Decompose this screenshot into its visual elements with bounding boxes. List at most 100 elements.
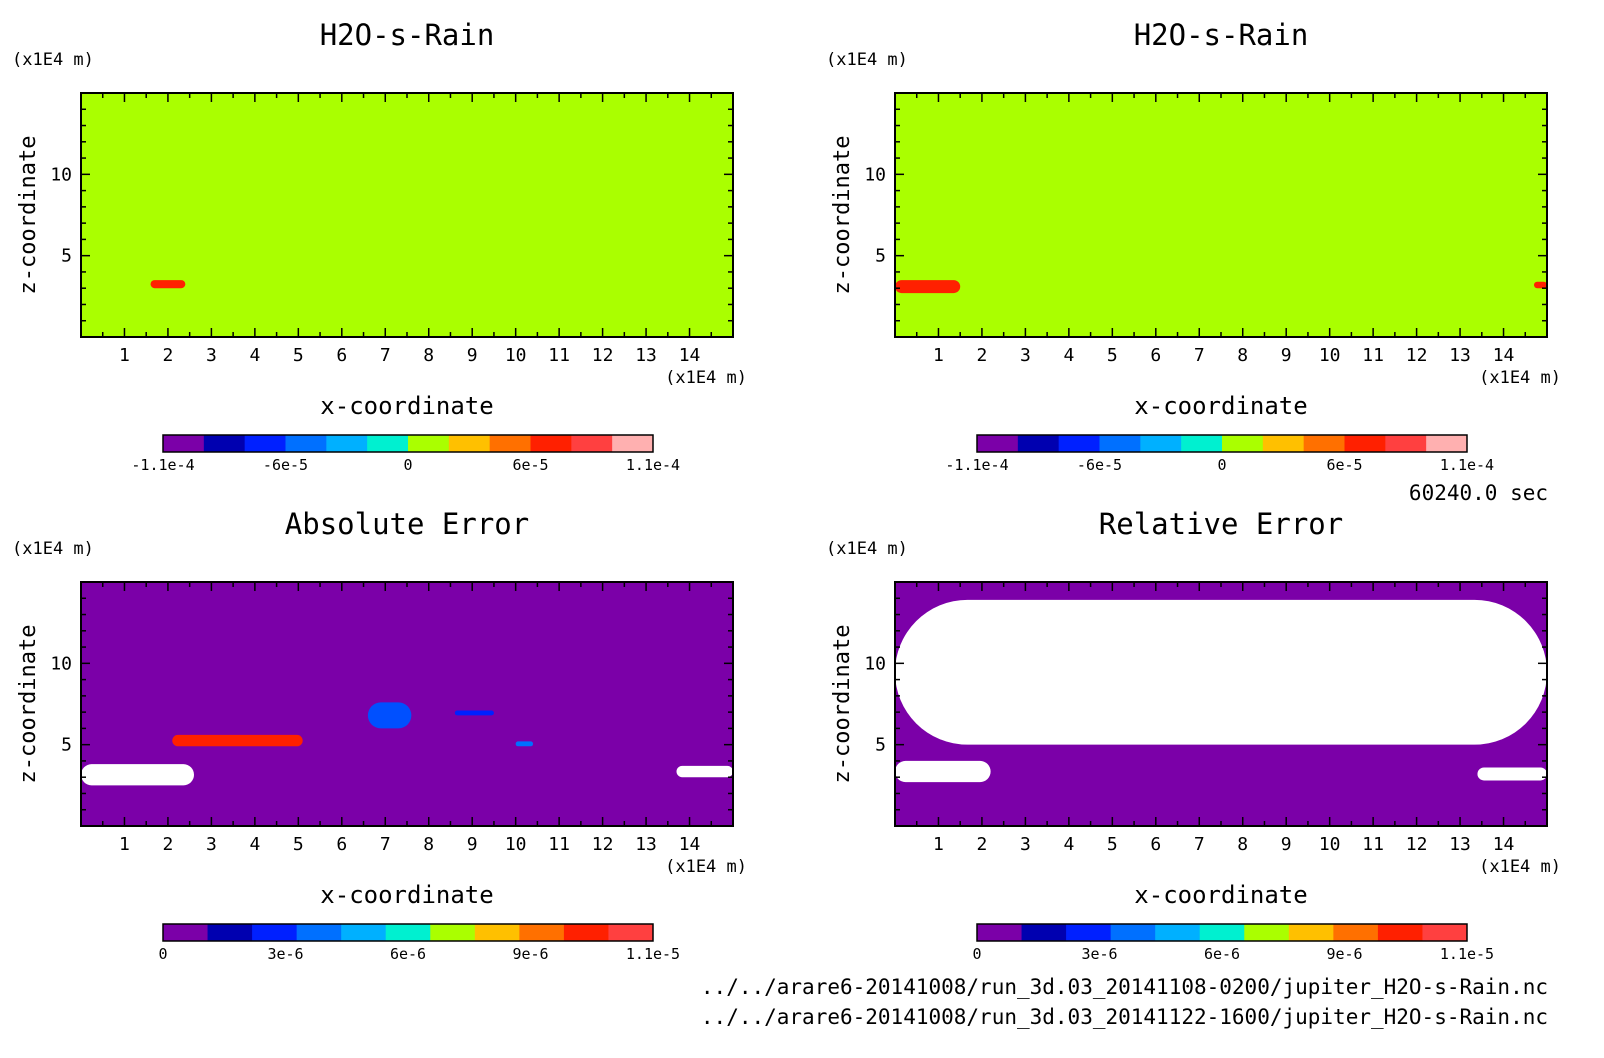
contour-region [81, 764, 195, 786]
colorbar-swatch [1262, 435, 1305, 452]
colorbar-tick-label: 1.1e-4 [1440, 456, 1494, 474]
y-axis-label: z-coordinate [830, 625, 855, 784]
y-tick-label: 5 [61, 735, 72, 756]
colorbar-swatch [1066, 924, 1112, 941]
colorbar-swatch [1181, 435, 1223, 452]
x-tick-label: 12 [1406, 834, 1428, 855]
x-tick-label: 7 [1194, 345, 1205, 366]
colorbar-tick-label: 3e-6 [267, 945, 303, 963]
colorbar-swatch [341, 924, 387, 941]
colorbar-tick-label: 9e-6 [512, 945, 548, 963]
colorbar-tick-label: 6e-5 [1326, 456, 1362, 474]
x-tick-label: 4 [1063, 345, 1074, 366]
x-tick-label: 1 [119, 345, 130, 366]
colorbar-swatch [1422, 924, 1468, 941]
panel-3: Absolute Error(x1E4 m)1 2 3 4 5 6 7 8 9 10 11 12 13 1… [12, 507, 747, 963]
colorbar-swatch [1110, 924, 1156, 941]
y-tick-label: 5 [61, 246, 72, 267]
x-tick-label: 11 [1362, 345, 1384, 366]
colorbar-tick-label: -1.1e-4 [131, 456, 194, 474]
x-tick-label: 11 [548, 345, 570, 366]
colorbar-swatch [326, 435, 368, 452]
chart-title: Relative Error [1099, 507, 1343, 541]
chart-title: H2O-s-Rain [320, 18, 495, 52]
x-unit-label: (x1E4 m) [665, 857, 747, 877]
y-axis-label: z-coordinate [830, 136, 855, 295]
x-tick-label: 13 [1449, 345, 1471, 366]
x-tick-label: 3 [1020, 834, 1031, 855]
x-tick-label: 11 [1362, 834, 1384, 855]
colorbar-swatch [1099, 435, 1141, 452]
colorbar-swatch [1199, 924, 1245, 941]
file-path-1: ../../arare6-20141008/run_3d.03_20141108… [701, 975, 1548, 999]
colorbar-tick-label: 6e-6 [1204, 945, 1240, 963]
colorbar-swatch [163, 924, 209, 941]
colorbar-swatch [1058, 435, 1100, 452]
x-tick-label: 14 [679, 834, 701, 855]
colorbar-tick-label: 1.1e-5 [1440, 945, 1494, 963]
y-axis-label: z-coordinate [16, 625, 41, 784]
colorbar-swatch [1017, 435, 1060, 452]
x-tick-label: 13 [635, 834, 657, 855]
x-tick-label: 2 [163, 834, 174, 855]
colorbar-swatch [1333, 924, 1379, 941]
x-tick-label: 13 [1449, 834, 1471, 855]
colorbar-swatch [612, 435, 654, 452]
colorbar-swatch [977, 924, 1023, 941]
colorbar-swatch [563, 924, 609, 941]
timestamp-label: 60240.0 sec [1409, 481, 1548, 505]
x-tick-label: 10 [1319, 834, 1341, 855]
x-tick-label: 14 [1493, 345, 1515, 366]
x-tick-label: 14 [1493, 834, 1515, 855]
x-axis-label: x-coordinate [1134, 881, 1307, 909]
colorbar-tick-label: 6e-5 [512, 456, 548, 474]
colorbar-swatch [977, 435, 1019, 452]
panel-2: H2O-s-Rain(x1E4 m)1 2 3 4 5 6 7 8 9 10 11 12 13 14510… [826, 18, 1561, 474]
x-tick-label: 4 [249, 834, 260, 855]
x-tick-label: 8 [423, 834, 434, 855]
x-tick-label: 12 [592, 345, 614, 366]
contour-region [454, 710, 494, 716]
colorbar-swatch [385, 924, 431, 941]
colorbar-tick-label: 0 [972, 945, 981, 963]
colorbar-swatch [1303, 435, 1345, 452]
y-axis-label: z-coordinate [16, 136, 41, 295]
panel-4: Relative Error(x1E4 m)1 2 3 4 5 6 7 8 9 10 11 12 13 1… [826, 507, 1561, 963]
x-tick-label: 6 [336, 345, 347, 366]
colorbar-swatch [1288, 924, 1334, 941]
colorbar-tick-label: 9e-6 [1326, 945, 1362, 963]
colorbar-swatch [1426, 435, 1468, 452]
x-unit-label: (x1E4 m) [1479, 368, 1561, 388]
colorbar-swatch [367, 435, 409, 452]
colorbar-swatch [430, 924, 476, 941]
x-tick-label: 12 [1406, 345, 1428, 366]
x-axis-label: x-coordinate [1134, 392, 1307, 420]
colorbar-swatch [1377, 924, 1423, 941]
x-tick-label: 1 [119, 834, 130, 855]
colorbar-tick-label: 0 [403, 456, 412, 474]
x-tick-label: 10 [1319, 345, 1341, 366]
y-tick-label: 10 [864, 653, 886, 674]
x-tick-label: 11 [548, 834, 570, 855]
x-axis-label: x-coordinate [320, 881, 493, 909]
colorbar-swatch [489, 435, 531, 452]
colorbar-tick-label: 1.1e-5 [626, 945, 680, 963]
x-tick-label: 3 [1020, 345, 1031, 366]
x-tick-label: 6 [336, 834, 347, 855]
x-tick-label: 9 [1281, 834, 1292, 855]
x-tick-label: 7 [1194, 834, 1205, 855]
contour-region [150, 280, 186, 289]
x-unit-label: (x1E4 m) [1479, 857, 1561, 877]
contour-region [367, 702, 412, 729]
x-tick-label: 5 [1107, 834, 1118, 855]
colorbar-swatch [207, 924, 253, 941]
colorbar-swatch [1140, 435, 1182, 452]
y-unit-label: (x1E4 m) [12, 50, 94, 70]
colorbar-tick-label: 6e-6 [390, 945, 426, 963]
colorbar-tick-label: -1.1e-4 [945, 456, 1008, 474]
plot-background [895, 93, 1547, 337]
x-tick-label: 1 [933, 834, 944, 855]
colorbar-swatch [285, 435, 327, 452]
